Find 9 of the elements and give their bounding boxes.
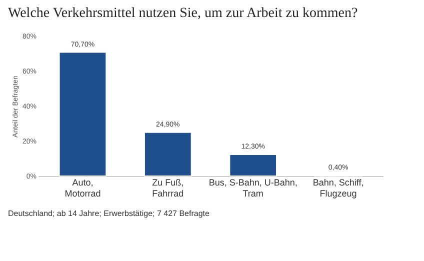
bar — [58, 52, 107, 176]
chart-title: Welche Verkehrsmittel nutzen Sie, um zur Arbeit zu kommen? — [8, 6, 358, 21]
x-tick-label: Bus, S-Bahn, U-Bahn, Tram — [208, 178, 298, 198]
x-tick-label: Bahn, Schiff, Flugzeug — [312, 178, 364, 198]
x-tick-label: Auto, Motorrad — [64, 178, 101, 198]
x-tick-label: Zu Fuß, Fahrrad — [152, 178, 184, 198]
bar — [144, 132, 192, 176]
text: Deutschland; ab 14 Jahre; Erwerbstätige; 7 427 Befragte — [8, 209, 210, 218]
bar — [229, 154, 278, 176]
